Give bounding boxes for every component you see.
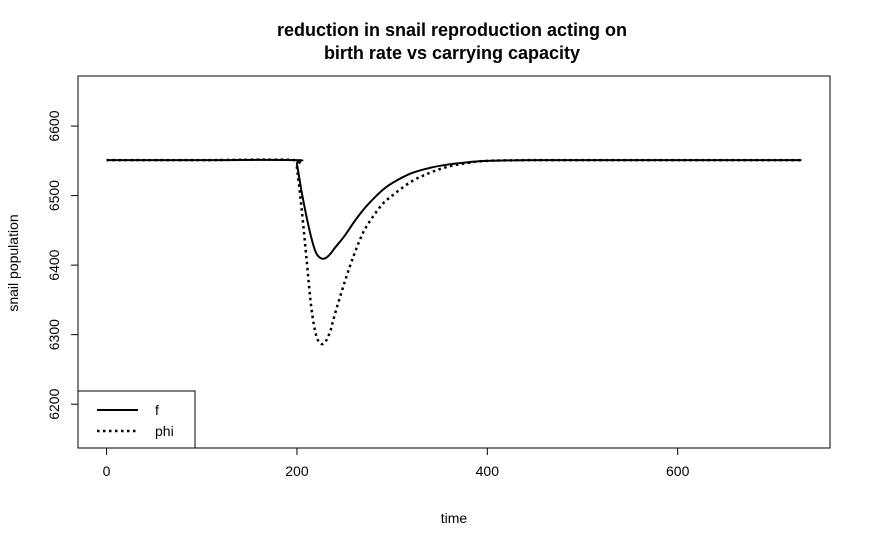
x-axis-label: time: [441, 510, 468, 526]
x-tick-label: 0: [103, 463, 111, 479]
x-tick-label: 600: [666, 463, 690, 479]
series-line-phi: [106, 158, 802, 346]
legend: f phi: [77, 390, 196, 449]
y-tick-label: 6400: [46, 249, 62, 280]
x-tick-label: 200: [285, 463, 309, 479]
y-axis-label: snail population: [5, 214, 21, 311]
y-tick-label: 6500: [46, 180, 62, 211]
legend-box: [77, 390, 196, 449]
chart-title-line-2: birth rate vs carrying capacity: [324, 43, 580, 63]
y-tick-label: 6300: [46, 319, 62, 350]
x-tick-label: 400: [476, 463, 500, 479]
legend-label-phi: phi: [155, 423, 174, 439]
y-tick-label: 6200: [46, 388, 62, 419]
series-line-f: [106, 158, 802, 260]
x-axis: 0 200 400 600: [103, 447, 690, 479]
chart-title-line-1: reduction in snail reproduction acting o…: [277, 20, 627, 40]
legend-label-f: f: [155, 402, 159, 418]
y-axis: 6200 6300 6400 6500 6600: [46, 110, 79, 420]
y-tick-label: 6600: [46, 110, 62, 141]
series-layer: [106, 158, 802, 346]
